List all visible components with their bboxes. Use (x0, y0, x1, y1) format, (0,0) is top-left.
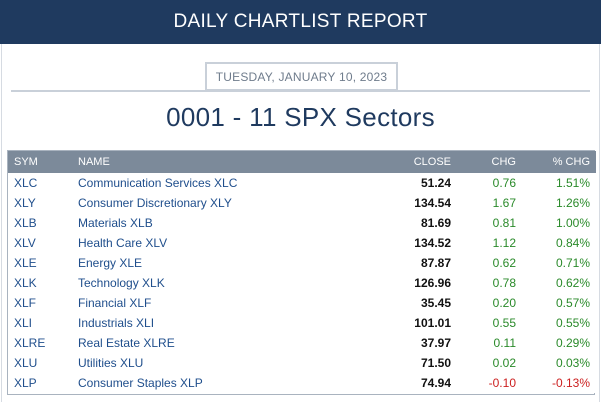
close-value: 35.45 (420, 296, 451, 310)
table-header-row: SYM NAME CLOSE CHG % CHG (8, 151, 596, 173)
percent-change-value: 0.71% (555, 256, 590, 270)
close-value: 134.54 (414, 196, 451, 210)
col-header-chg[interactable]: CHG (491, 156, 516, 168)
close-value: 71.50 (420, 356, 451, 370)
change-value: 0.76 (492, 176, 516, 190)
table-row[interactable]: XLP Consumer Staples XLP 74.94 -0.10 -0.13% (8, 373, 596, 393)
name-link[interactable]: Consumer Staples XLP (78, 376, 203, 390)
change-value: 1.67 (492, 196, 516, 210)
table-row[interactable]: XLV Health Care XLV 134.52 1.12 0.84% (8, 233, 596, 253)
table-row[interactable]: XLK Technology XLK 126.96 0.78 0.62% (8, 273, 596, 293)
change-value: 0.78 (492, 276, 516, 290)
name-link[interactable]: Materials XLB (78, 216, 153, 230)
sector-table: SYM NAME CLOSE CHG % CHG XLC Communicatio… (7, 150, 596, 395)
percent-change-value: 1.00% (555, 216, 590, 230)
close-value: 126.96 (414, 276, 451, 290)
percent-change-value: 1.51% (555, 176, 590, 190)
table-row[interactable]: XLC Communication Services XLC 51.24 0.76 1.… (8, 173, 596, 193)
change-value: 0.20 (492, 296, 516, 310)
name-link[interactable]: Technology XLK (78, 276, 165, 290)
change-value: 0.62 (492, 256, 516, 270)
change-value: 0.81 (492, 216, 516, 230)
symbol-link[interactable]: XLC (14, 176, 38, 190)
report-header-title: DAILY CHARTLIST REPORT (173, 11, 428, 32)
symbol-link[interactable]: XLU (14, 356, 38, 370)
percent-change-value: 0.03% (555, 356, 590, 370)
percent-change-value: 0.84% (555, 236, 590, 250)
col-header-name[interactable]: NAME (78, 156, 110, 168)
report-date: TUESDAY, JANUARY 10, 2023 (205, 62, 398, 91)
change-value: 0.55 (492, 316, 516, 330)
name-link[interactable]: Real Estate XLRE (78, 336, 175, 350)
symbol-link[interactable]: XLF (14, 296, 37, 310)
symbol-link[interactable]: XLRE (14, 336, 46, 350)
close-value: 134.52 (414, 236, 451, 250)
name-link[interactable]: Industrials XLI (78, 316, 155, 330)
close-value: 87.87 (420, 256, 451, 270)
percent-change-value: 1.26% (555, 196, 590, 210)
name-link[interactable]: Health Care XLV (78, 236, 168, 250)
change-value: 0.11 (493, 336, 516, 350)
symbol-link[interactable]: XLK (14, 276, 37, 290)
percent-change-value: 0.57% (555, 296, 590, 310)
percent-change-value: -0.13% (551, 376, 590, 390)
name-link[interactable]: Communication Services XLC (78, 176, 238, 190)
name-link[interactable]: Energy XLE (78, 256, 143, 270)
col-header-pct-chg[interactable]: % CHG (552, 156, 590, 168)
name-link[interactable]: Financial XLF (78, 296, 152, 310)
table-row[interactable]: XLB Materials XLB 81.69 0.81 1.00% (8, 213, 596, 233)
chartlist-title: 0001 - 11 SPX Sectors (166, 102, 435, 132)
close-value: 37.97 (420, 336, 451, 350)
percent-change-value: 0.55% (555, 316, 590, 330)
symbol-link[interactable]: XLE (14, 256, 37, 270)
percent-change-value: 0.29% (555, 336, 590, 350)
table-row[interactable]: XLY Consumer Discretionary XLY 134.54 1.67 1… (8, 193, 596, 213)
table-row[interactable]: XLU Utilities XLU 71.50 0.02 0.03% (8, 353, 596, 373)
close-value: 51.24 (420, 176, 451, 190)
col-header-close[interactable]: CLOSE (413, 156, 451, 168)
symbol-link[interactable]: XLV (14, 236, 36, 250)
symbol-link[interactable]: XLP (14, 376, 37, 390)
symbol-link[interactable]: XLI (14, 316, 33, 330)
close-value: 74.94 (420, 376, 451, 390)
name-link[interactable]: Utilities XLU (78, 356, 144, 370)
change-value: 1.12 (492, 236, 516, 250)
date-divider (11, 90, 590, 92)
change-value: -0.10 (488, 376, 516, 390)
close-value: 81.69 (420, 216, 451, 230)
table-row[interactable]: XLI Industrials XLI 101.01 0.55 0.55% (8, 313, 596, 333)
close-value: 101.01 (414, 316, 451, 330)
col-header-sym[interactable]: SYM (14, 156, 38, 168)
symbol-link[interactable]: XLB (14, 216, 37, 230)
symbol-link[interactable]: XLY (14, 196, 36, 210)
table-row[interactable]: XLF Financial XLF 35.45 0.20 0.57% (8, 293, 596, 313)
table-row[interactable]: XLRE Real Estate XLRE 37.97 0.11 0.29% (8, 333, 596, 353)
report-date-text: TUESDAY, JANUARY 10, 2023 (215, 69, 388, 84)
percent-change-value: 0.62% (555, 276, 590, 290)
report-frame (1, 44, 600, 402)
table-row[interactable]: XLE Energy XLE 87.87 0.62 0.71% (8, 253, 596, 273)
change-value: 0.02 (492, 356, 516, 370)
report-header: DAILY CHARTLIST REPORT (0, 0, 601, 44)
name-link[interactable]: Consumer Discretionary XLY (78, 196, 232, 210)
